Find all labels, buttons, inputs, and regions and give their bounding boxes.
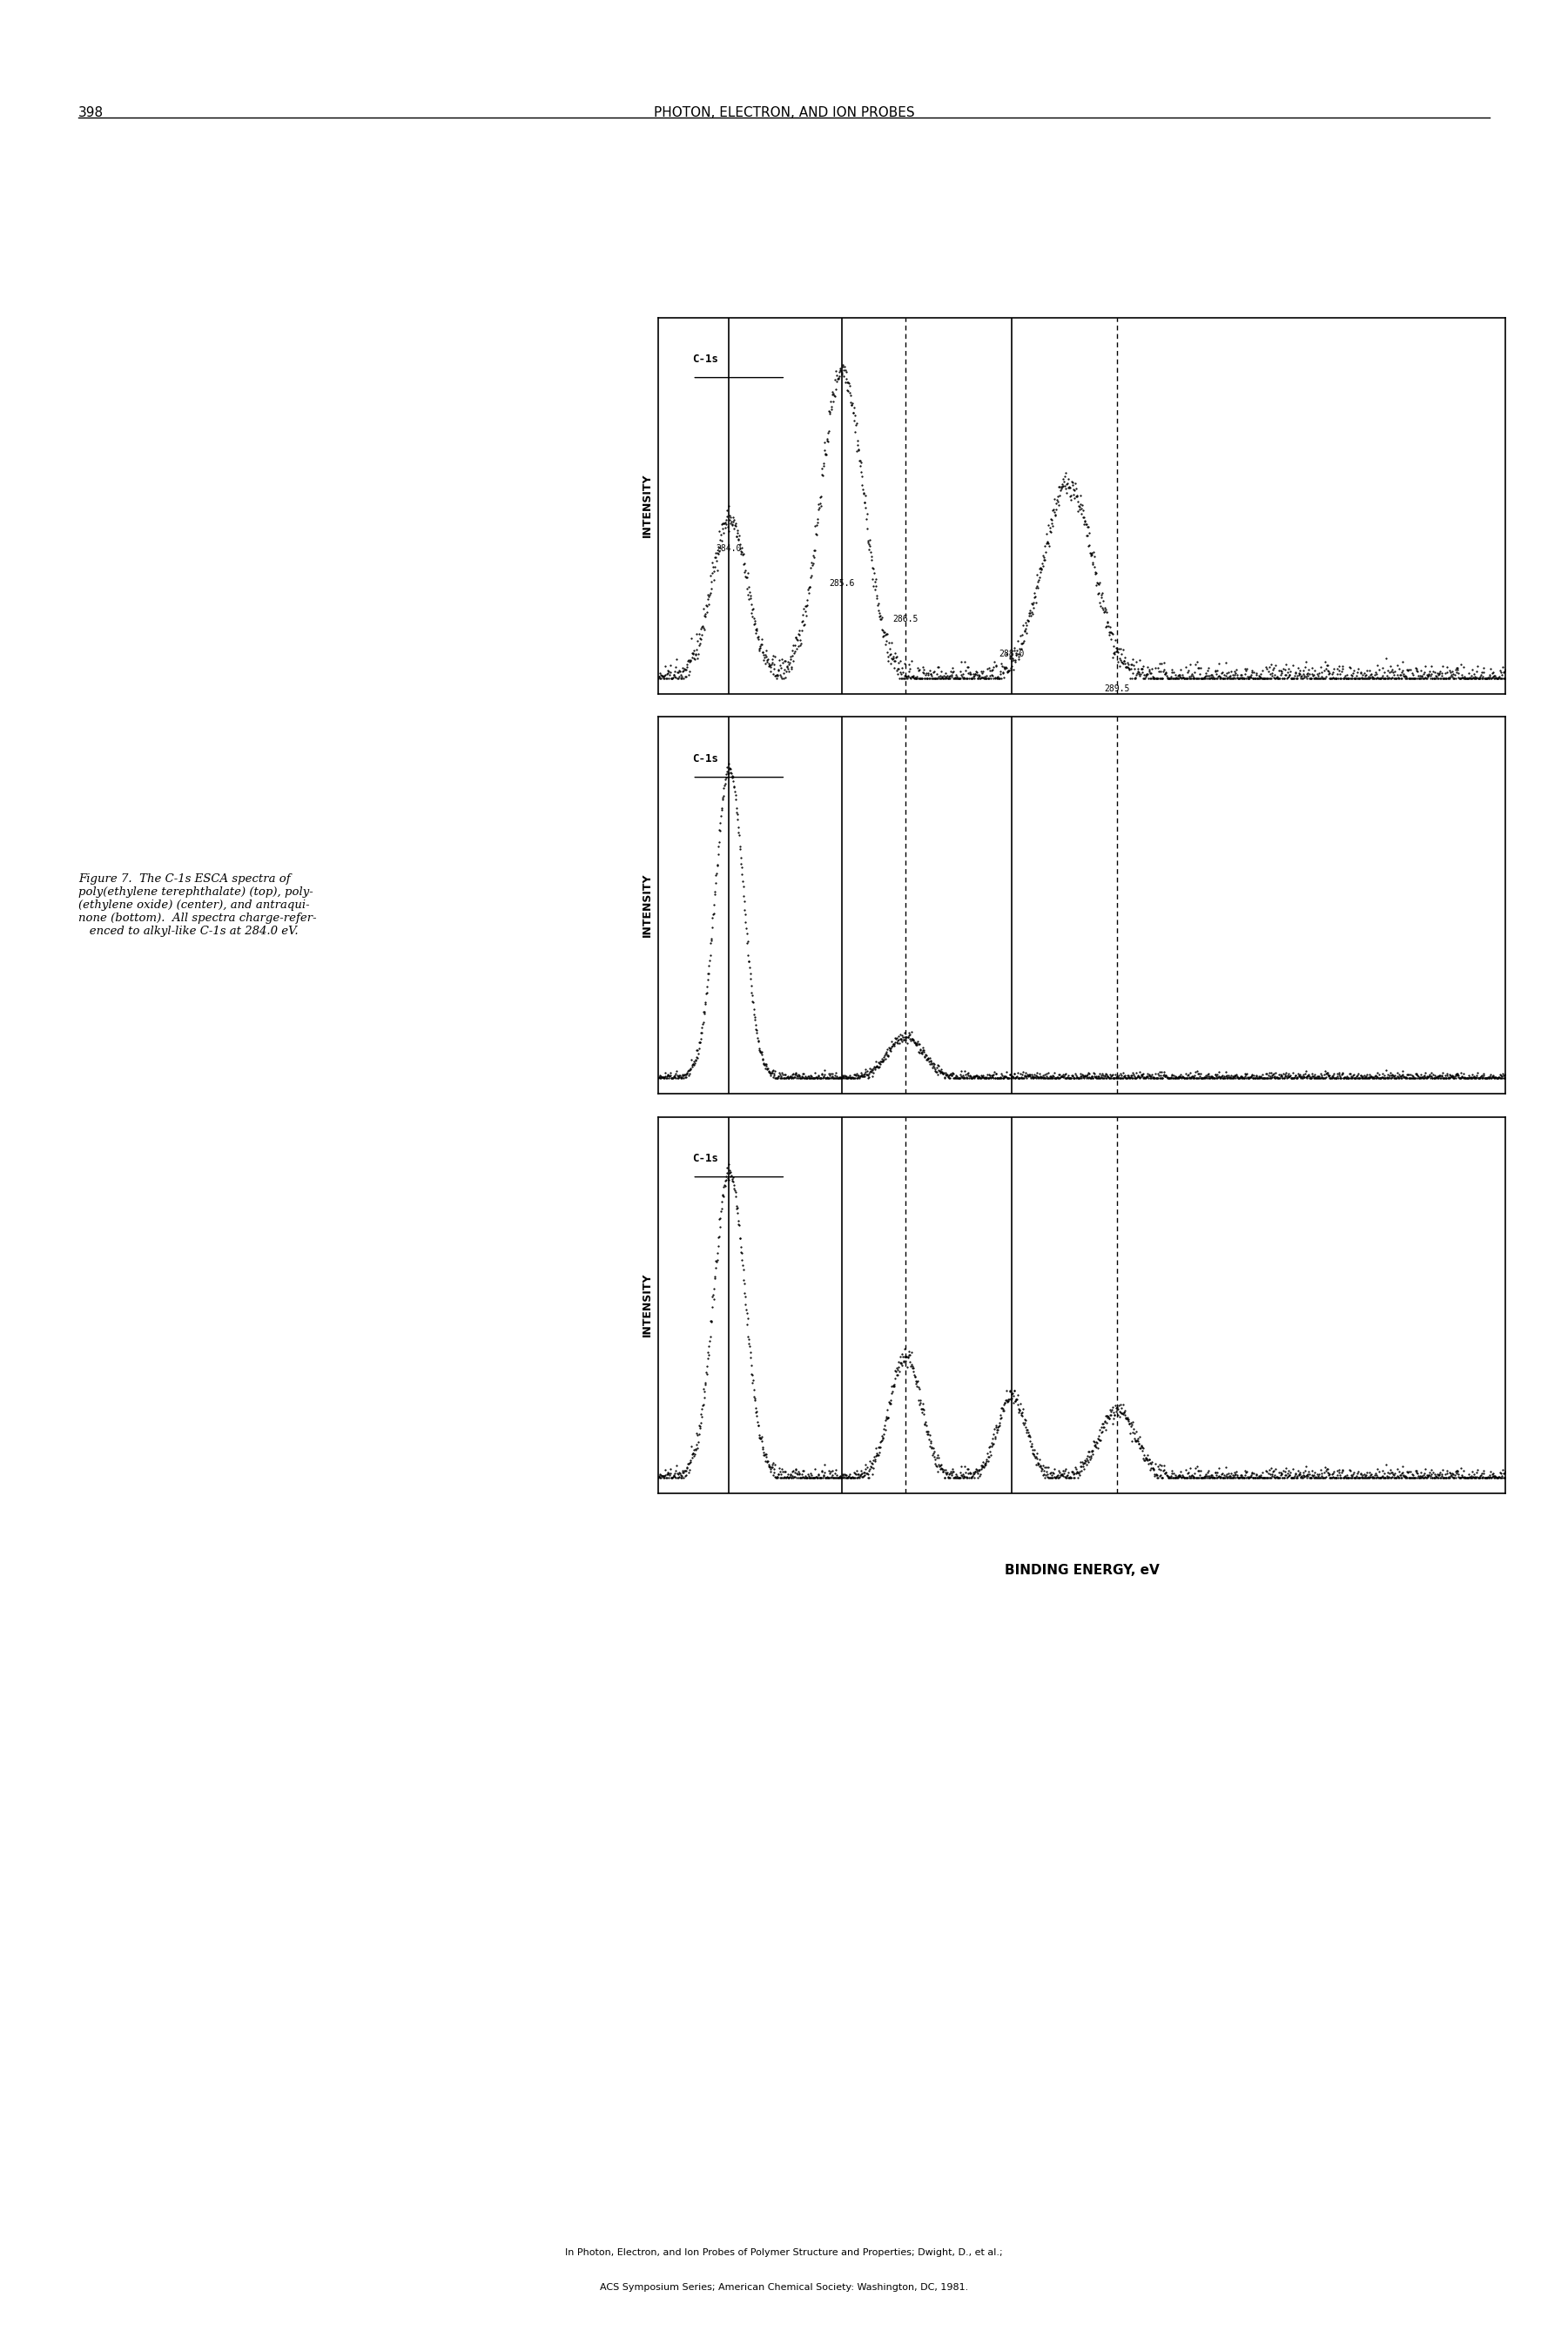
Text: 284.0: 284.0 [717, 543, 742, 552]
Text: Figure 7.  The C-1s ESCA spectra of
poly(ethylene terephthalate) (top), poly-
(e: Figure 7. The C-1s ESCA spectra of poly(… [78, 872, 317, 938]
Text: BINDING ENERGY, eV: BINDING ENERGY, eV [1005, 1563, 1159, 1578]
Text: 398: 398 [78, 106, 103, 120]
Text: C-1s: C-1s [693, 752, 718, 764]
Text: ACS Symposium Series; American Chemical Society: Washington, DC, 1981.: ACS Symposium Series; American Chemical … [599, 2283, 969, 2292]
Y-axis label: INTENSITY: INTENSITY [641, 872, 652, 938]
Text: In Photon, Electron, and Ion Probes of Polymer Structure and Properties; Dwight,: In Photon, Electron, and Ion Probes of P… [564, 2248, 1004, 2257]
Text: C-1s: C-1s [693, 1152, 718, 1164]
Text: 285.6: 285.6 [829, 578, 855, 588]
Text: 289.5: 289.5 [1104, 684, 1131, 694]
Text: C-1s: C-1s [693, 353, 718, 364]
Text: PHOTON, ELECTRON, AND ION PROBES: PHOTON, ELECTRON, AND ION PROBES [654, 106, 914, 120]
Text: 286.5: 286.5 [892, 614, 919, 623]
Y-axis label: INTENSITY: INTENSITY [641, 473, 652, 538]
Text: 288.0: 288.0 [999, 649, 1024, 658]
Y-axis label: INTENSITY: INTENSITY [641, 1272, 652, 1338]
